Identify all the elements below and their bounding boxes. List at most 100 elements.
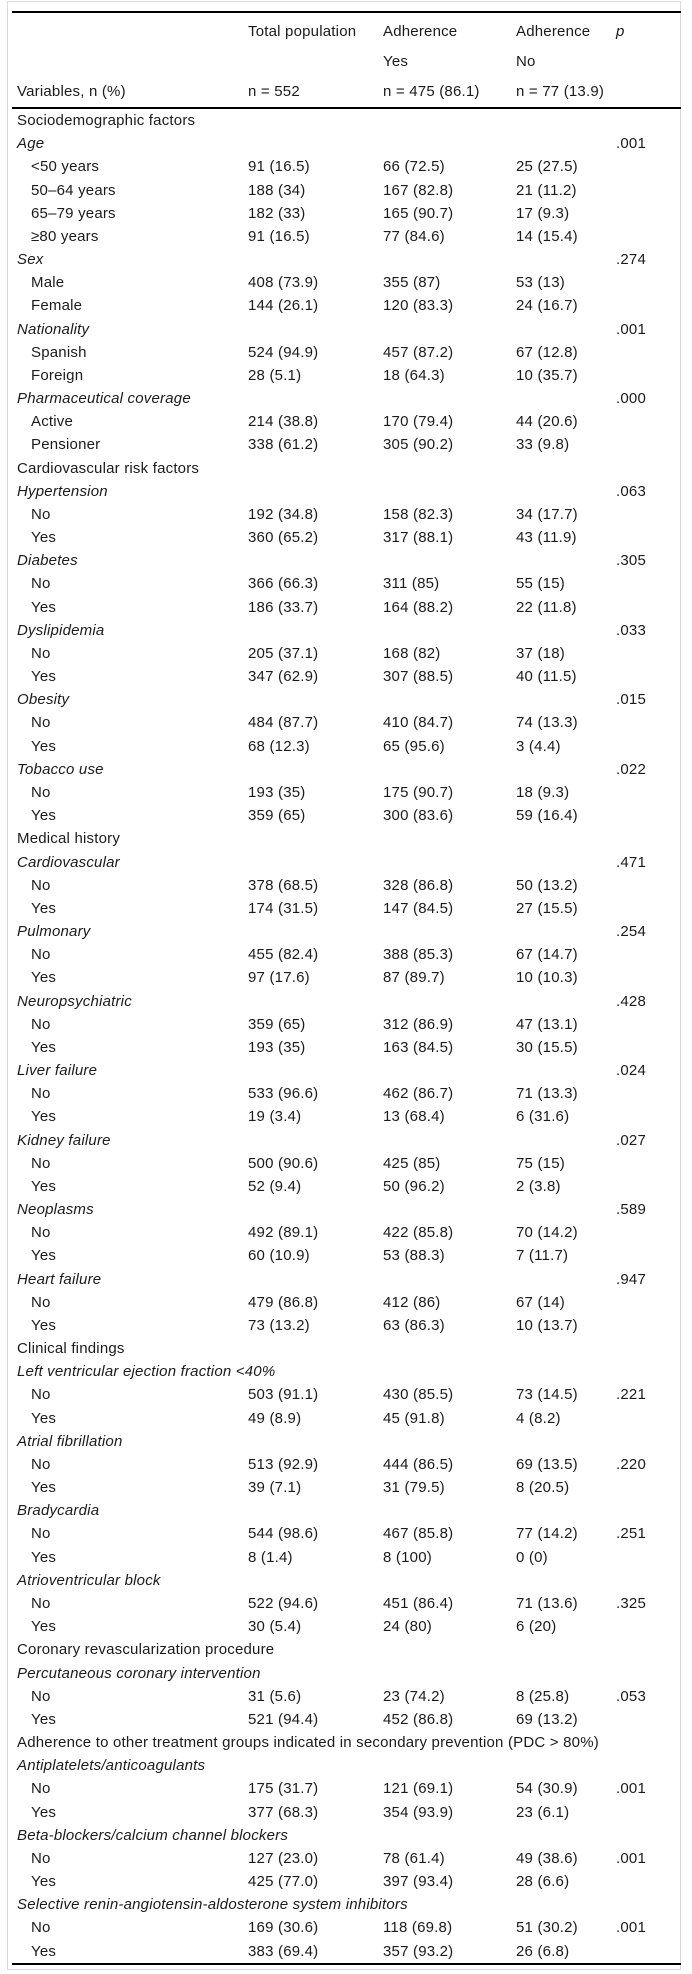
p-value-cell [616, 271, 681, 294]
adherence-yes-cell: 355 (87) [383, 274, 441, 292]
adherence-no-cell: 67 (12.8) [516, 343, 578, 361]
table-row: Medical history [12, 827, 681, 850]
adherence-yes-cell: 467 (85.8) [383, 1525, 454, 1543]
table-row: Female 144 (26.1) 120 (83.3) 24 (16.7) [12, 294, 681, 317]
adherence-yes-cell: 18 (64.3) [383, 366, 445, 384]
header-adherence-yes-n: n = 475 (86.1) [383, 76, 516, 109]
header-spacer [616, 46, 681, 76]
p-value-cell [616, 1013, 681, 1036]
p-value-cell [616, 179, 681, 202]
table-row: No 500 (90.6) 425 (85) 75 (15) [12, 1152, 681, 1175]
total-cell: 175 (31.7) [248, 1780, 319, 1798]
adherence-yes-cell: 452 (86.8) [383, 1710, 454, 1728]
p-value-cell [616, 781, 681, 804]
p-value-cell [616, 735, 681, 758]
p-value-cell [616, 1824, 681, 1847]
table-row: ≥80 years 91 (16.5) 77 (84.6) 14 (15.4) [12, 225, 681, 248]
item-label-cell: Male [31, 274, 65, 292]
table-row: Yes 49 (8.9) 45 (91.8) 4 (8.2) [12, 1407, 681, 1430]
p-value-cell [616, 1430, 681, 1453]
item-label-cell: No [31, 876, 51, 894]
total-cell: 91 (16.5) [248, 227, 310, 245]
adherence-yes-cell: 23 (74.2) [383, 1687, 445, 1705]
table-row: Antiplatelets/anticoagulants [12, 1754, 681, 1777]
table-row: No 378 (68.5) 328 (86.8) 50 (13.2) [12, 874, 681, 897]
total-cell: 500 (90.6) [248, 1154, 319, 1172]
item-label-cell: Yes [31, 529, 57, 547]
variable-label-cell: Age [17, 135, 45, 153]
variable-label-cell: Atrioventricular block [17, 1571, 161, 1589]
adherence-yes-cell: 430 (85.5) [383, 1386, 454, 1404]
item-label-cell: Yes [31, 1177, 57, 1195]
total-cell: 31 (5.6) [248, 1687, 302, 1705]
total-cell: 8 (1.4) [248, 1548, 293, 1566]
table-row: Pensioner 338 (61.2) 305 (90.2) 33 (9.8) [12, 433, 681, 456]
total-cell: 359 (65) [248, 807, 306, 825]
table-row: Yes 73 (13.2) 63 (86.3) 10 (13.7) [12, 1314, 681, 1337]
variable-label-cell: Neoplasms [17, 1201, 94, 1219]
item-label-cell: No [31, 505, 51, 523]
item-label-cell: Yes [31, 1710, 57, 1728]
total-cell: 214 (38.8) [248, 413, 319, 431]
p-value-cell [616, 433, 681, 456]
adherence-no-cell: 40 (11.5) [516, 668, 577, 686]
adherence-yes-cell: 451 (86.4) [383, 1595, 454, 1612]
total-cell: 408 (73.9) [248, 274, 319, 292]
p-value-cell [616, 665, 681, 688]
adherence-no-cell: 10 (13.7) [516, 1316, 578, 1334]
item-label-cell: 50–64 years [31, 181, 116, 199]
adherence-yes-cell: 118 (69.8) [383, 1919, 453, 1937]
variable-label-cell: Kidney failure [17, 1131, 111, 1149]
variable-label-cell: Pharmaceutical coverage [17, 390, 191, 408]
table-row: Kidney failure .027 [12, 1129, 681, 1152]
p-value-cell [616, 294, 681, 317]
variable-label-cell: Selective renin-angiotensin-aldosterone … [17, 1896, 408, 1914]
adherence-yes-cell: 457 (87.2) [383, 343, 454, 361]
adherence-yes-cell: 164 (88.2) [383, 598, 454, 616]
item-label-cell: No [31, 783, 51, 801]
item-label-cell: No [31, 946, 51, 964]
variable-label-cell: Cardiovascular [17, 853, 120, 871]
adherence-yes-cell: 422 (85.8) [383, 1224, 454, 1242]
adherence-no-cell: 10 (35.7) [516, 366, 578, 384]
table-row: Yes 359 (65) 300 (83.6) 59 (16.4) [12, 804, 681, 827]
adherence-yes-cell: 312 (86.9) [383, 1015, 454, 1033]
section-label-cell: Cardiovascular risk factors [17, 459, 200, 477]
header-row-titles: Total population Adherence Adherence p [12, 12, 681, 46]
adherence-no-cell: 59 (16.4) [516, 807, 578, 825]
header-row-counts: Variables, n (%) n = 552 n = 475 (86.1) … [12, 76, 681, 109]
adherence-no-cell: 73 (14.5) [516, 1386, 578, 1404]
item-label-cell: No [31, 1595, 51, 1612]
item-label-cell: Yes [31, 1316, 57, 1334]
item-label-cell: No [31, 714, 51, 732]
table-row: No 31 (5.6) 23 (74.2) 8 (25.8) .053 [12, 1685, 681, 1708]
table-row: Male 408 (73.9) 355 (87) 53 (13) [12, 271, 681, 294]
adherence-yes-cell: 168 (82) [383, 644, 441, 662]
item-label-cell: No [31, 644, 51, 662]
p-value-cell: .000 [616, 390, 646, 408]
adherence-yes-cell: 50 (96.2) [383, 1177, 445, 1195]
item-label-cell: Yes [31, 1873, 57, 1891]
total-cell: 39 (7.1) [248, 1479, 302, 1497]
table-row: Age .001 [12, 132, 681, 155]
adherence-no-cell: 14 (15.4) [516, 227, 578, 245]
total-cell: 192 (34.8) [248, 505, 319, 523]
table-row: Cardiovascular risk factors [12, 457, 681, 480]
p-value-cell: .947 [616, 1270, 646, 1288]
header-spacer [248, 46, 383, 76]
table-row: No 533 (96.6) 462 (86.7) 71 (13.3) [12, 1082, 681, 1105]
item-label-cell: Yes [31, 1803, 57, 1821]
p-value-cell: .001 [616, 320, 646, 338]
table-row: Percutaneous coronary intervention [12, 1662, 681, 1685]
p-value-cell [616, 642, 681, 665]
adherence-no-cell: 2 (3.8) [516, 1177, 561, 1195]
p-value-cell: .001 [616, 1849, 646, 1867]
p-value-cell [616, 364, 681, 387]
item-label-cell: No [31, 1455, 51, 1473]
item-label-cell: No [31, 1154, 51, 1172]
adherence-no-cell: 28 (6.6) [516, 1873, 570, 1891]
table-row: Beta-blockers/calcium channel blockers [12, 1824, 681, 1847]
header-row-subtitles: Yes No [12, 46, 681, 76]
p-value-cell [616, 1244, 681, 1267]
item-label-cell: No [31, 1085, 51, 1103]
